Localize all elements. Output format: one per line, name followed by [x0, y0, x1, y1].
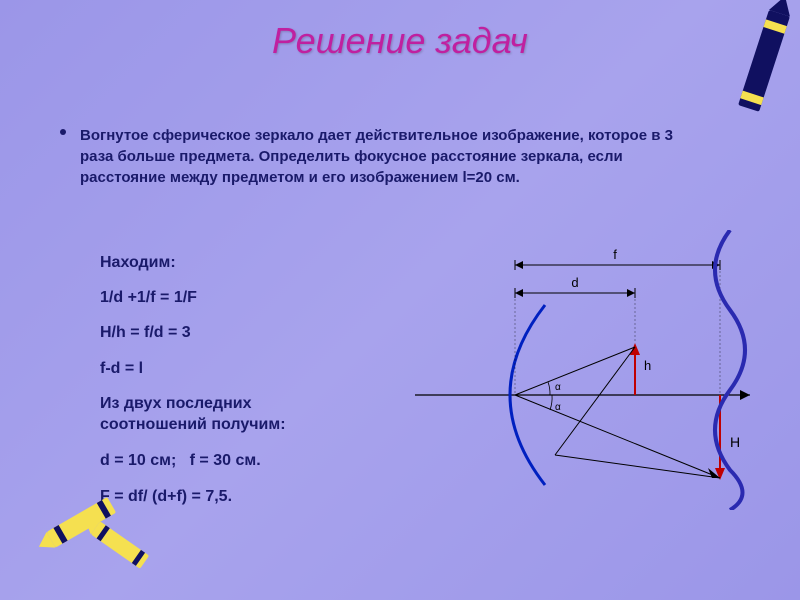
problem-text: Вогнутое сферическое зеркало дает действ…	[80, 127, 673, 186]
label-alpha-2: α	[555, 402, 561, 413]
label-h: h	[644, 358, 651, 373]
problem-statement: Вогнутое сферическое зеркало дает действ…	[80, 125, 700, 188]
solution-note: Из двух последних соотношений получим:	[100, 394, 360, 436]
label-d: d	[571, 275, 578, 290]
solution-block: Находим: 1/d +1/f = 1/F H/h = f/d = 3 f-…	[100, 245, 360, 514]
label-alpha-1: α	[555, 382, 561, 393]
squiggle-icon	[680, 230, 770, 510]
label-f: f	[613, 247, 617, 262]
solution-eq2: H/h = f/d = 3	[100, 315, 360, 350]
solution-intro: Находим:	[100, 245, 360, 280]
page-title: Решение задач	[0, 0, 800, 62]
crayon-icon	[30, 475, 160, 585]
bullet-icon	[60, 129, 66, 135]
crayon-icon	[715, 0, 800, 150]
solution-eq1: 1/d +1/f = 1/F	[100, 280, 360, 315]
solution-eq3: f-d = l	[100, 351, 360, 386]
solution-res1: d = 10 см; f = 30 см.	[100, 443, 360, 478]
